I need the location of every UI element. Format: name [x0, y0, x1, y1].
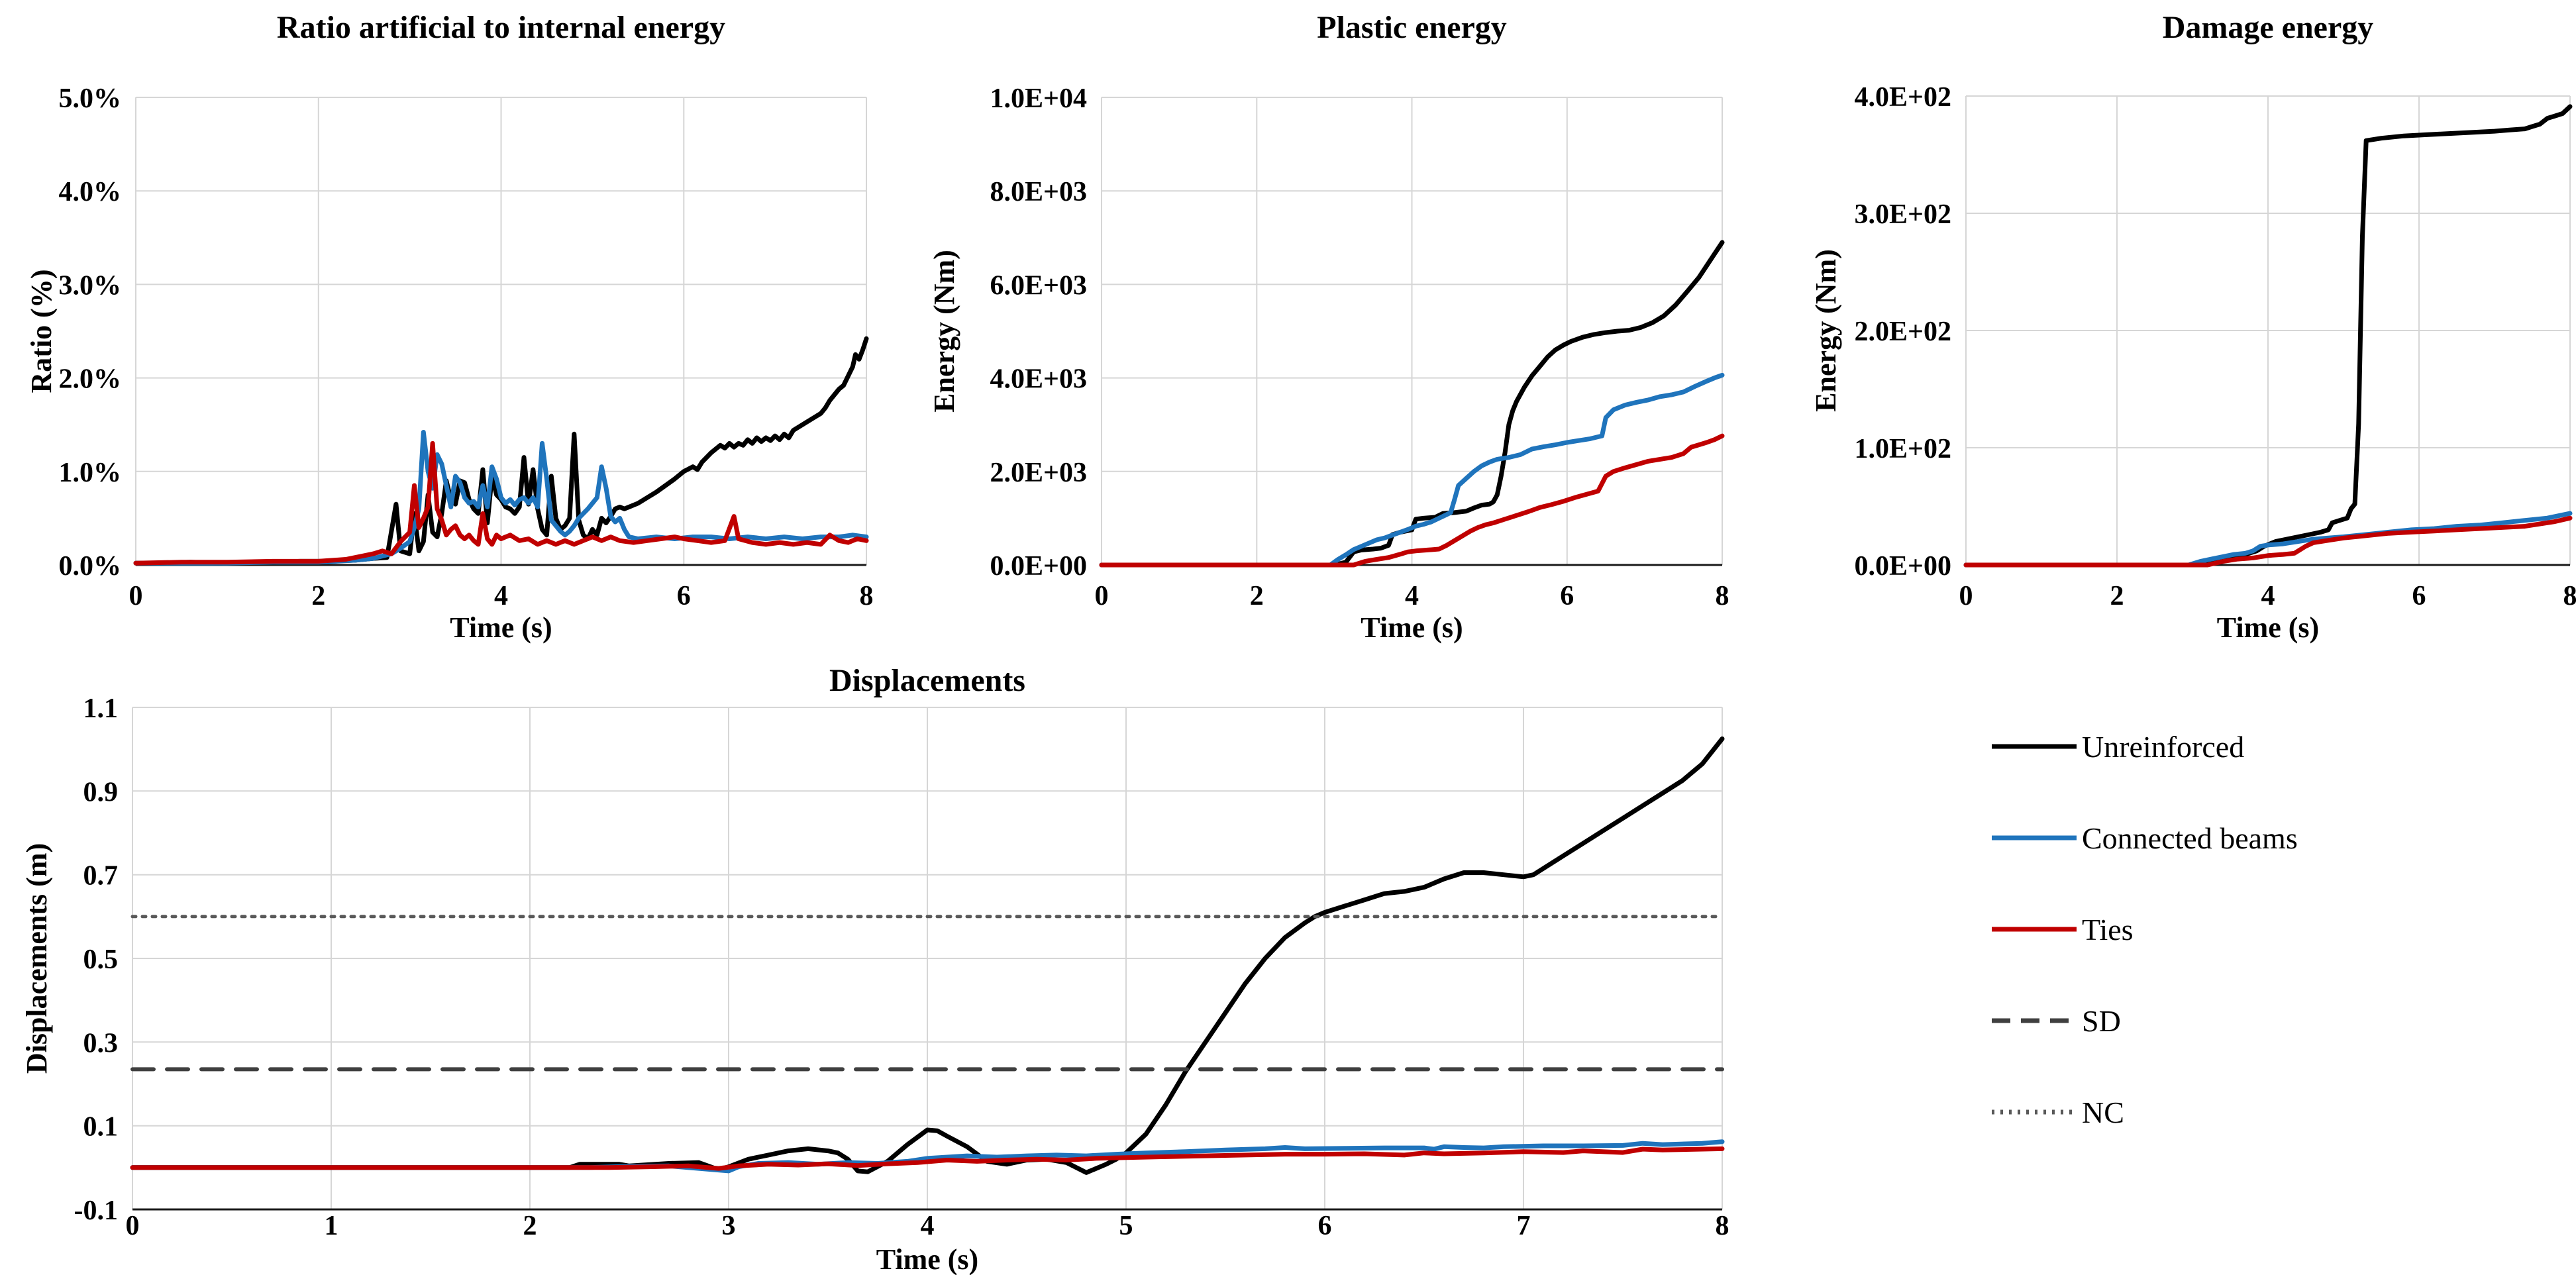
y-tick-label: 6.0E+03	[990, 270, 1087, 301]
chart-plot-1: 0.0% 1.0% 2.0% 3.0% 4.0% 5.0% 0 2 4 6 8	[59, 83, 874, 611]
series-line-ties	[1963, 515, 2573, 568]
legend-label-connected-beams: Connected beams	[2082, 821, 2298, 855]
y-tick-label: 1.0E+04	[990, 83, 1087, 114]
y-tick-label: 3.0E+02	[1855, 199, 1951, 230]
y-tick-label: 2.0E+03	[990, 458, 1087, 488]
y-tick-label: 0.0%	[59, 551, 122, 582]
y-tick-label: 0.9	[83, 777, 119, 807]
y-tick-label: 0.0E+00	[990, 551, 1087, 582]
x-tick-label: 4	[494, 581, 508, 611]
chart-title-damage: Damage energy	[2162, 10, 2374, 45]
chart-plot-4: -0.1 0.1 0.3 0.5 0.7 0.9 1.1 0 1 2 3 4 5 6 7 8	[74, 693, 1729, 1241]
legend-label-ties: Ties	[2082, 912, 2134, 946]
legend-line-unreinforced-icon	[1992, 744, 2077, 749]
series-line-connected-beams	[1099, 372, 1725, 568]
legend-line-connected-beams-icon	[1992, 835, 2077, 841]
y-tick-label: 0.3	[83, 1028, 119, 1058]
x-tick-label: 2	[523, 1211, 537, 1241]
x-tick-label: 8	[860, 581, 874, 611]
x-tick-label: 3	[722, 1211, 736, 1241]
x-tick-label: 8	[1716, 1211, 1729, 1241]
legend-item-connected-beams: Connected beams	[1990, 821, 2298, 855]
x-tick-label: 6	[2412, 581, 2426, 611]
series-line-ties	[1099, 433, 1725, 568]
y-axis-title-plastic: Energy (Nm)	[928, 250, 960, 413]
x-tick-label: 0	[126, 1211, 140, 1241]
y-axis-title-ratio: Ratio (%)	[25, 269, 58, 393]
x-tick-label: 5	[1119, 1211, 1133, 1241]
x-tick-label: 2	[311, 581, 325, 611]
legend: Unreinforced Connected beams Ties SD NC	[1990, 730, 2298, 1129]
y-tick-label: 1.0E+02	[1855, 434, 1951, 464]
x-tick-label: 6	[1318, 1211, 1332, 1241]
series-line-ties	[133, 440, 869, 566]
y-tick-label: 1.1	[83, 693, 119, 724]
x-tick-label: 4	[1405, 581, 1419, 611]
x-tick-label: 2	[2110, 581, 2124, 611]
x-tick-label: 2	[1250, 581, 1264, 611]
chart-plot-2: 0.0E+00 2.0E+03 4.0E+03 6.0E+03 8.0E+03 1.0E+…	[990, 83, 1729, 611]
chart-title-displacements: Displacements	[829, 663, 1025, 698]
y-tick-label: 4.0%	[59, 177, 122, 207]
x-axis-title-damage: Time (s)	[2216, 611, 2320, 644]
x-tick-label: 7	[1517, 1211, 1531, 1241]
chart-title-plastic: Plastic energy	[1317, 10, 1507, 45]
x-tick-label: 8	[2563, 581, 2576, 611]
x-axis-title-displacements: Time (s)	[876, 1243, 979, 1275]
x-axis-title-plastic: Time (s)	[1361, 611, 1463, 644]
series-line-ties	[130, 1146, 1725, 1171]
y-axis-title-displacements: Displacements (m)	[21, 842, 53, 1074]
legend-label-nc: NC	[2082, 1095, 2124, 1129]
y-tick-label: 2.0E+02	[1855, 317, 1951, 347]
y-tick-label: 0.5	[83, 944, 119, 975]
legend-item-ties: Ties	[1990, 913, 2298, 946]
x-tick-label: 6	[1560, 581, 1574, 611]
y-tick-label: 0.0E+00	[1855, 551, 1951, 582]
x-tick-label: 6	[677, 581, 691, 611]
x-axis-title-ratio: Time (s)	[450, 611, 552, 644]
legend-item-unreinforced: Unreinforced	[1990, 729, 2298, 764]
legend-label-sd: SD	[2082, 1003, 2121, 1038]
x-tick-label: 4	[921, 1211, 935, 1241]
legend-item-sd: SD	[1990, 1003, 2298, 1038]
y-tick-label: 4.0E+03	[990, 364, 1087, 395]
x-tick-label: 8	[1716, 581, 1729, 611]
chart-plot-3: 0.0E+00 1.0E+02 2.0E+02 3.0E+02 4.0E+02 0 2 4 6 8	[1855, 82, 2576, 611]
y-tick-label: 1.0%	[59, 458, 122, 488]
y-tick-label: 8.0E+03	[990, 177, 1087, 207]
legend-label-unreinforced: Unreinforced	[2082, 729, 2245, 764]
x-tick-label: 4	[2261, 581, 2275, 611]
y-tick-label: 0.1	[83, 1112, 119, 1143]
y-tick-label: 3.0%	[59, 270, 122, 301]
chart-title-ratio: Ratio artificial to internal energy	[276, 10, 726, 45]
legend-line-ties-icon	[1992, 927, 2077, 932]
y-tick-label: 5.0%	[59, 83, 122, 114]
legend-line-sd-icon	[1992, 1018, 2077, 1023]
y-axis-title-damage: Energy (Nm)	[1810, 249, 1842, 412]
y-tick-label: 4.0E+02	[1855, 82, 1951, 113]
y-tick-label: 0.7	[83, 861, 119, 892]
legend-line-nc-icon	[1992, 1109, 2077, 1115]
x-tick-label: 1	[325, 1211, 338, 1241]
x-tick-label: 0	[1095, 581, 1109, 611]
y-tick-label: -0.1	[74, 1196, 119, 1226]
y-tick-label: 2.0%	[59, 364, 122, 395]
series-line-connected-beams	[1963, 511, 2573, 568]
legend-item-nc: NC	[1990, 1096, 2298, 1129]
x-tick-label: 0	[1959, 581, 1973, 611]
x-tick-label: 0	[129, 581, 143, 611]
